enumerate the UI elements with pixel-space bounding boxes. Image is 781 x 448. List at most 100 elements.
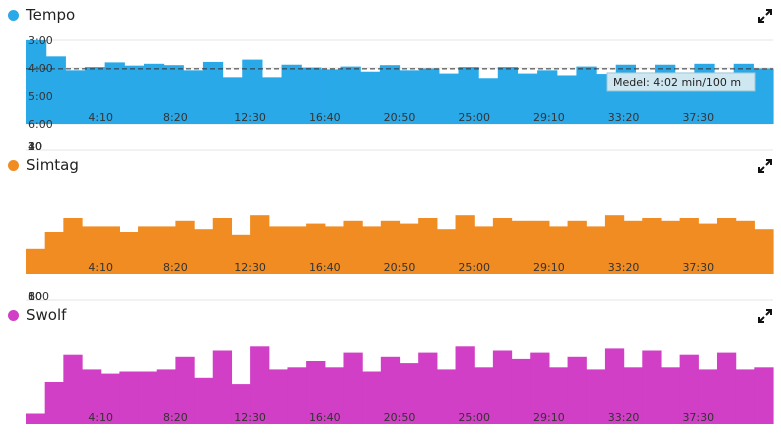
bar	[194, 377, 214, 424]
bar	[163, 65, 184, 124]
bar	[436, 229, 457, 274]
x-tick-label: 16:40	[309, 411, 341, 424]
expand-icon[interactable]	[757, 8, 773, 24]
bar	[360, 71, 381, 124]
bar	[379, 65, 401, 124]
swolf-color-dot	[8, 309, 19, 321]
y-tick-label: 3:00	[28, 34, 53, 47]
tempo-chart: 3:00 4:00 5:00 6:00 4:10 8:20 12:30 16:40 20:50 2…	[26, 34, 774, 131]
average-label-box	[606, 72, 756, 92]
bar	[517, 73, 538, 124]
x-tick-label: 16:40	[309, 261, 341, 274]
tempo-header: Tempo	[8, 6, 75, 24]
bar	[478, 78, 499, 124]
y-tick-label: 20	[28, 140, 42, 153]
bar	[287, 367, 307, 424]
y-tick-label: 10	[28, 140, 42, 153]
bar	[156, 369, 176, 424]
bar	[63, 218, 83, 274]
bar	[642, 350, 662, 424]
bar	[340, 66, 361, 124]
bar	[642, 218, 662, 274]
bar	[458, 67, 479, 124]
bar	[231, 384, 251, 424]
bar	[418, 352, 438, 424]
bar	[194, 229, 214, 274]
bar	[324, 367, 345, 424]
bar	[231, 234, 251, 274]
bar	[26, 40, 47, 124]
x-tick-label: 29:10	[533, 261, 565, 274]
bar	[419, 68, 440, 124]
swolf-panel: Swolf 100 80 60 4:10 8:20 12:30 16:40 20:50 25:0…	[0, 290, 781, 448]
x-tick-label: 4:10	[88, 261, 113, 274]
bar	[156, 226, 176, 274]
bar	[343, 352, 363, 424]
x-tick-label: 29:10	[533, 111, 565, 124]
bar	[119, 232, 139, 274]
bar	[754, 367, 774, 424]
x-tick-label: 25:00	[458, 261, 490, 274]
bar	[399, 363, 419, 424]
x-tick-label: 12:30	[234, 111, 266, 124]
y-tick-label: 30	[28, 140, 42, 153]
bar	[242, 59, 263, 124]
bar	[45, 56, 66, 125]
bar	[82, 369, 102, 424]
bar	[623, 367, 643, 424]
bar	[735, 369, 755, 424]
bar	[183, 70, 204, 124]
bar	[212, 218, 233, 274]
bar	[82, 226, 102, 274]
tempo-panel: Tempo 3:00 4:00 5:00 6:00 4:10 8:20 12:30 16:40…	[0, 0, 781, 148]
bar	[492, 350, 513, 424]
bar	[530, 220, 550, 274]
bar	[250, 215, 270, 274]
y-tick-label: 100	[28, 290, 49, 303]
x-tick-label: 16:40	[309, 111, 341, 124]
bar	[124, 65, 145, 124]
bar	[202, 61, 224, 124]
x-tick-label: 20:50	[384, 111, 416, 124]
tempo-color-dot	[8, 9, 19, 21]
bar	[679, 218, 699, 274]
bar	[698, 223, 718, 274]
bar	[511, 358, 531, 424]
x-tick-label: 37:30	[682, 411, 714, 424]
bar	[63, 354, 83, 424]
expand-icon[interactable]	[757, 308, 773, 324]
expand-icon[interactable]	[757, 158, 773, 174]
bar	[380, 356, 401, 424]
bar	[343, 220, 363, 274]
x-tick-label: 33:20	[608, 111, 640, 124]
bar	[212, 350, 233, 424]
bar	[26, 248, 46, 274]
bar	[753, 68, 774, 124]
bar	[306, 361, 326, 424]
x-tick-label: 4:10	[88, 111, 113, 124]
bar	[576, 66, 597, 124]
x-tick-label: 29:10	[533, 411, 565, 424]
bar	[268, 226, 289, 274]
bar	[474, 226, 494, 274]
bar	[138, 371, 158, 424]
bar	[250, 346, 270, 424]
bar	[100, 226, 120, 274]
x-tick-label: 20:50	[384, 411, 416, 424]
y-tick-label: 40	[28, 140, 42, 153]
swolf-title: Swolf	[26, 306, 67, 324]
bar	[679, 354, 699, 424]
bar	[362, 371, 382, 424]
bar	[698, 369, 718, 424]
bar	[175, 220, 195, 274]
bar	[497, 67, 519, 124]
bar	[660, 220, 681, 274]
bar	[716, 352, 737, 424]
tempo-title: Tempo	[26, 6, 76, 24]
x-tick-label: 12:30	[234, 261, 266, 274]
y-tick-label: 80	[28, 290, 42, 303]
bar	[399, 70, 420, 124]
bar	[567, 356, 587, 424]
bar	[492, 218, 513, 274]
bar	[143, 63, 165, 124]
